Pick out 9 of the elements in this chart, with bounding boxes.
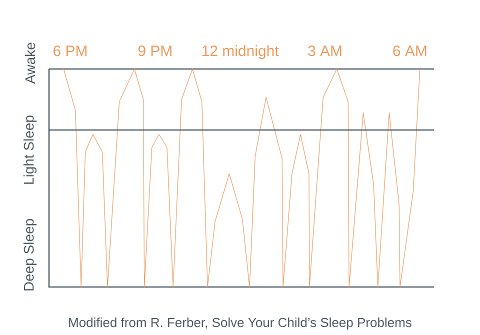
x-tick-label: 9 PM xyxy=(138,46,172,56)
x-tick-label: 6 PM xyxy=(54,46,86,56)
x-tick-label: 3 AM xyxy=(308,46,342,56)
text: Awake xyxy=(24,42,36,84)
text: Deep Sleep xyxy=(23,219,37,290)
x-tick-label: 6 AM xyxy=(393,46,426,56)
text: Modified from R. Ferber, Solve Your Child’s Sleep Problems xyxy=(69,318,412,330)
text: Light Sleep xyxy=(23,116,37,184)
x-tick-label: 12 midnight xyxy=(202,45,279,60)
